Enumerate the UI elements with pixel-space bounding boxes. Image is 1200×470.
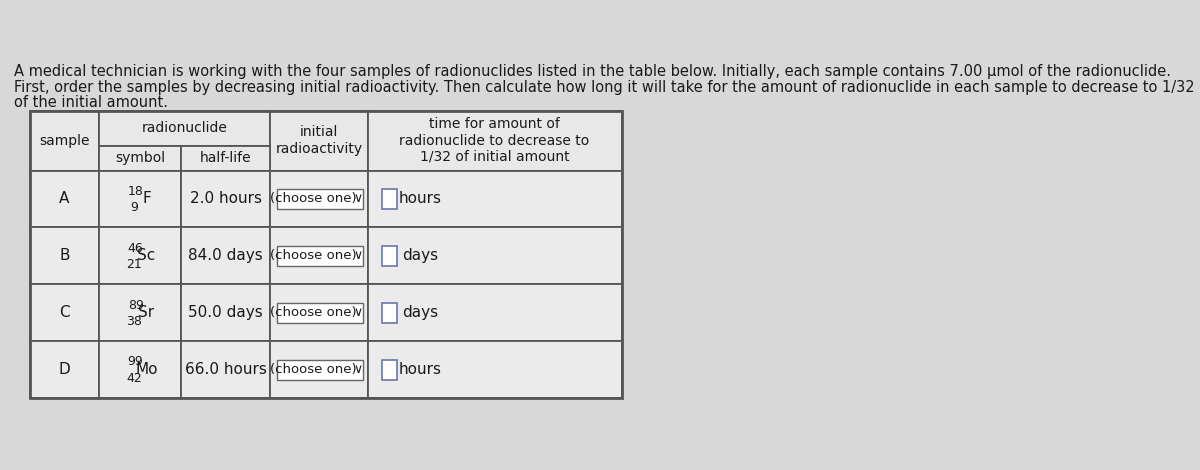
Bar [30,110,100,171]
Text: hours: hours [398,191,442,206]
Bar [30,341,100,398]
Text: ∨: ∨ [353,363,362,376]
Bar [100,110,270,146]
Bar [382,360,397,380]
Bar [100,146,181,171]
Text: 50.0 days: 50.0 days [188,306,263,321]
Bar [367,341,622,398]
Bar [382,189,397,209]
Bar [270,110,367,171]
Text: First, order the samples by decreasing initial radioactivity. Then calculate how: First, order the samples by decreasing i… [14,79,1195,94]
Bar [270,341,367,398]
Bar [100,284,181,341]
Bar [382,303,397,323]
Bar [270,171,367,227]
Bar [277,303,362,323]
Text: initial
radioactivity: initial radioactivity [276,125,362,156]
Bar [382,246,397,266]
Text: half-life: half-life [200,151,252,165]
Text: 42: 42 [126,372,142,385]
Bar [277,246,362,266]
Bar [181,146,270,171]
Bar [367,171,622,227]
Text: D: D [59,362,71,377]
Text: A medical technician is working with the four samples of radionuclides listed in: A medical technician is working with the… [14,64,1171,79]
Text: 18: 18 [127,185,144,198]
Bar [30,171,100,227]
Bar [181,284,270,341]
Text: symbol: symbol [115,151,166,165]
Text: 99: 99 [127,355,144,368]
Text: ∨: ∨ [353,306,362,319]
Text: C: C [59,306,70,321]
Text: sample: sample [40,133,90,148]
Bar [277,189,362,209]
Text: ∨: ∨ [353,192,362,205]
Text: 2.0 hours: 2.0 hours [190,191,262,206]
Text: radionuclide: radionuclide [142,121,228,135]
Text: (choose one): (choose one) [270,250,356,262]
Text: 84.0 days: 84.0 days [188,248,263,263]
Bar [30,284,100,341]
Text: ∨: ∨ [353,250,362,262]
Text: days: days [402,306,438,321]
Bar [270,227,367,284]
Bar [181,171,270,227]
Text: days: days [402,248,438,263]
Bar [100,171,181,227]
Text: 38: 38 [126,315,142,328]
Text: time for amount of
radionuclide to decrease to
1/32 of initial amount: time for amount of radionuclide to decre… [400,118,589,164]
Text: 89: 89 [127,298,144,312]
Text: Sr: Sr [138,306,155,321]
Bar [30,110,622,398]
Text: (choose one): (choose one) [270,363,356,376]
Bar [367,284,622,341]
Text: 9: 9 [130,201,138,214]
Bar [181,341,270,398]
Bar [367,110,622,171]
Text: 21: 21 [126,258,142,271]
Bar [277,360,362,380]
Bar [30,227,100,284]
Bar [367,227,622,284]
Text: A: A [59,191,70,206]
Text: Sc: Sc [137,248,156,263]
Text: (choose one): (choose one) [270,192,356,205]
Text: F: F [142,191,151,206]
Text: (choose one): (choose one) [270,306,356,319]
Text: 66.0 hours: 66.0 hours [185,362,266,377]
Text: 46: 46 [127,242,144,255]
Text: B: B [59,248,70,263]
Bar [100,227,181,284]
Text: hours: hours [398,362,442,377]
Bar [100,341,181,398]
Bar [270,284,367,341]
Text: Mo: Mo [136,362,157,377]
Text: of the initial amount.: of the initial amount. [14,95,168,110]
Bar [181,227,270,284]
